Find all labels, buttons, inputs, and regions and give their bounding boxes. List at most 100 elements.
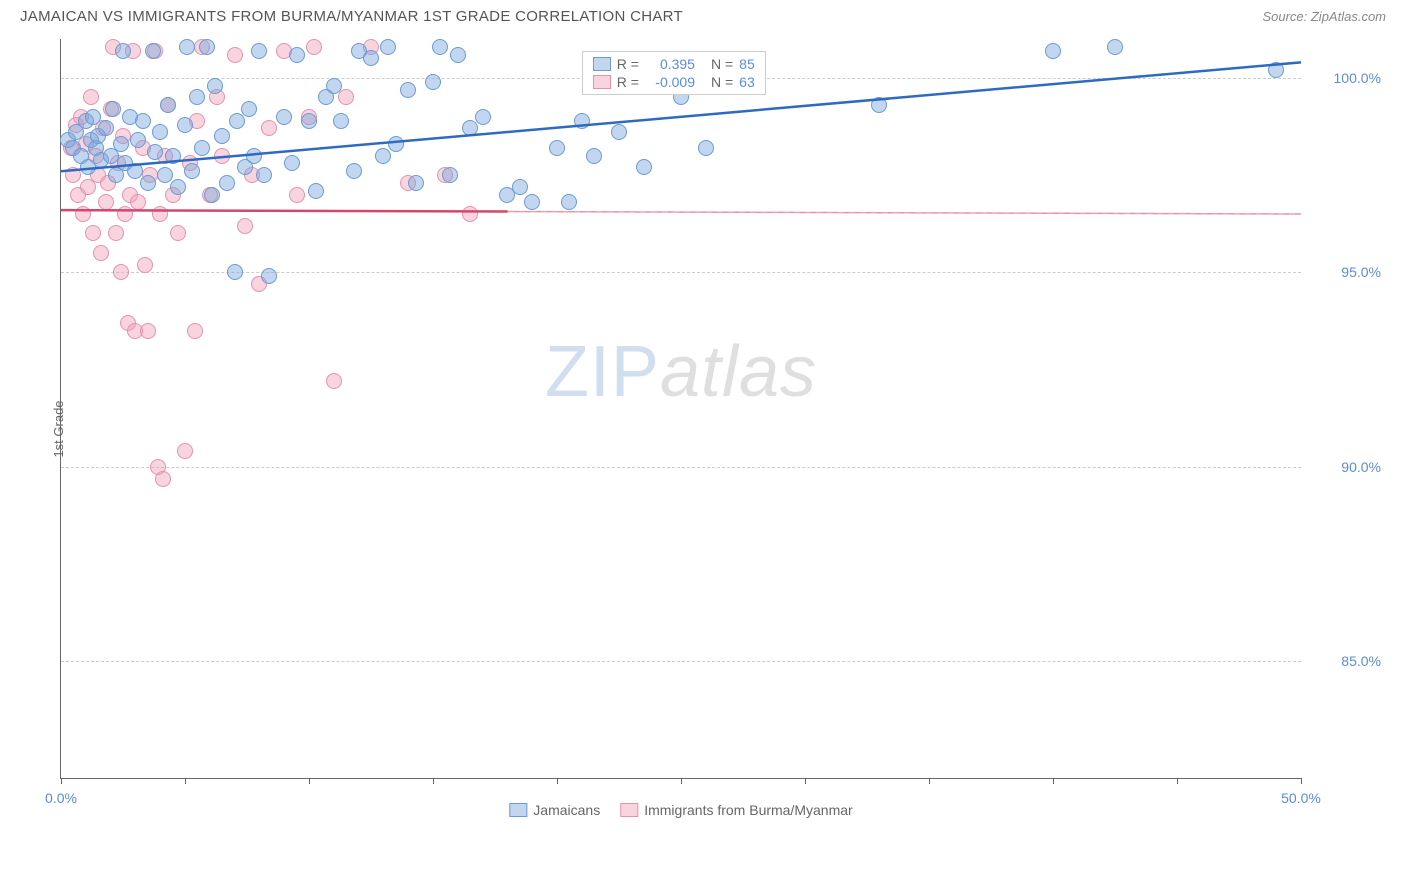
data-point bbox=[450, 47, 466, 63]
data-point bbox=[177, 117, 193, 133]
data-point bbox=[289, 187, 305, 203]
data-point bbox=[214, 128, 230, 144]
legend-n-label: N = bbox=[711, 56, 733, 72]
data-point bbox=[432, 39, 448, 55]
data-point bbox=[326, 373, 342, 389]
data-point bbox=[261, 268, 277, 284]
data-point bbox=[152, 206, 168, 222]
x-tick-label: 0.0% bbox=[45, 790, 77, 806]
data-point bbox=[462, 206, 478, 222]
data-point bbox=[338, 89, 354, 105]
data-point bbox=[611, 124, 627, 140]
data-point bbox=[170, 225, 186, 241]
data-point bbox=[108, 225, 124, 241]
data-point bbox=[561, 194, 577, 210]
x-tick-label: 50.0% bbox=[1281, 790, 1321, 806]
data-point bbox=[549, 140, 565, 156]
data-point bbox=[306, 39, 322, 55]
data-point bbox=[363, 50, 379, 66]
watermark-atlas: atlas bbox=[660, 332, 817, 412]
data-point bbox=[237, 218, 253, 234]
data-point bbox=[135, 113, 151, 129]
data-point bbox=[130, 132, 146, 148]
legend-label: Jamaicans bbox=[533, 802, 600, 818]
watermark: ZIPatlas bbox=[545, 331, 817, 413]
chart-title: JAMAICAN VS IMMIGRANTS FROM BURMA/MYANMA… bbox=[20, 8, 683, 25]
data-point bbox=[301, 113, 317, 129]
chart-container: 1st Grade ZIPatlas R =0.395N =85R =-0.00… bbox=[20, 29, 1386, 829]
data-point bbox=[115, 43, 131, 59]
data-point bbox=[261, 120, 277, 136]
legend-r-label: R = bbox=[617, 74, 639, 90]
data-point bbox=[137, 257, 153, 273]
data-point bbox=[574, 113, 590, 129]
data-point bbox=[117, 206, 133, 222]
regression-lines bbox=[61, 39, 1301, 778]
x-tick bbox=[681, 778, 682, 784]
legend-label: Immigrants from Burma/Myanmar bbox=[644, 802, 852, 818]
data-point bbox=[475, 109, 491, 125]
y-tick-label: 90.0% bbox=[1341, 459, 1381, 475]
data-point bbox=[375, 148, 391, 164]
data-point bbox=[207, 78, 223, 94]
data-point bbox=[276, 109, 292, 125]
data-point bbox=[152, 124, 168, 140]
x-tick bbox=[805, 778, 806, 784]
legend-swatch bbox=[593, 75, 611, 89]
data-point bbox=[214, 148, 230, 164]
data-point bbox=[93, 245, 109, 261]
data-point bbox=[113, 136, 129, 152]
data-point bbox=[871, 97, 887, 113]
x-tick bbox=[1301, 778, 1302, 784]
legend-n-value: 63 bbox=[739, 74, 755, 90]
data-point bbox=[194, 140, 210, 156]
legend-r-value: 0.395 bbox=[645, 56, 695, 72]
stats-legend: R =0.395N =85R =-0.009N =63 bbox=[582, 51, 766, 95]
data-point bbox=[462, 120, 478, 136]
legend-row: R =-0.009N =63 bbox=[593, 74, 755, 90]
data-point bbox=[256, 167, 272, 183]
data-point bbox=[219, 175, 235, 191]
bottom-legend-item: Immigrants from Burma/Myanmar bbox=[620, 802, 852, 818]
data-point bbox=[326, 78, 342, 94]
data-point bbox=[698, 140, 714, 156]
data-point bbox=[155, 471, 171, 487]
data-point bbox=[1045, 43, 1061, 59]
chart-source: Source: ZipAtlas.com bbox=[1262, 9, 1386, 24]
x-tick bbox=[929, 778, 930, 784]
data-point bbox=[227, 47, 243, 63]
data-point bbox=[177, 443, 193, 459]
data-point bbox=[512, 179, 528, 195]
data-point bbox=[65, 167, 81, 183]
legend-swatch bbox=[593, 57, 611, 71]
data-point bbox=[75, 206, 91, 222]
data-point bbox=[165, 148, 181, 164]
data-point bbox=[187, 323, 203, 339]
data-point bbox=[241, 101, 257, 117]
data-point bbox=[140, 323, 156, 339]
data-point bbox=[380, 39, 396, 55]
data-point bbox=[184, 163, 200, 179]
data-point bbox=[308, 183, 324, 199]
x-tick bbox=[61, 778, 62, 784]
data-point bbox=[289, 47, 305, 63]
legend-r-value: -0.009 bbox=[645, 74, 695, 90]
data-point bbox=[140, 175, 156, 191]
legend-row: R =0.395N =85 bbox=[593, 56, 755, 72]
x-tick bbox=[557, 778, 558, 784]
plot-area: ZIPatlas R =0.395N =85R =-0.009N =63 Jam… bbox=[60, 39, 1301, 779]
data-point bbox=[1268, 62, 1284, 78]
data-point bbox=[113, 264, 129, 280]
data-point bbox=[85, 225, 101, 241]
data-point bbox=[145, 43, 161, 59]
data-point bbox=[251, 43, 267, 59]
data-point bbox=[199, 39, 215, 55]
data-point bbox=[98, 194, 114, 210]
data-point bbox=[400, 82, 416, 98]
grid-line bbox=[61, 661, 1301, 662]
data-point bbox=[284, 155, 300, 171]
chart-header: JAMAICAN VS IMMIGRANTS FROM BURMA/MYANMA… bbox=[0, 0, 1406, 29]
watermark-zip: ZIP bbox=[545, 332, 660, 412]
data-point bbox=[346, 163, 362, 179]
x-tick bbox=[1177, 778, 1178, 784]
